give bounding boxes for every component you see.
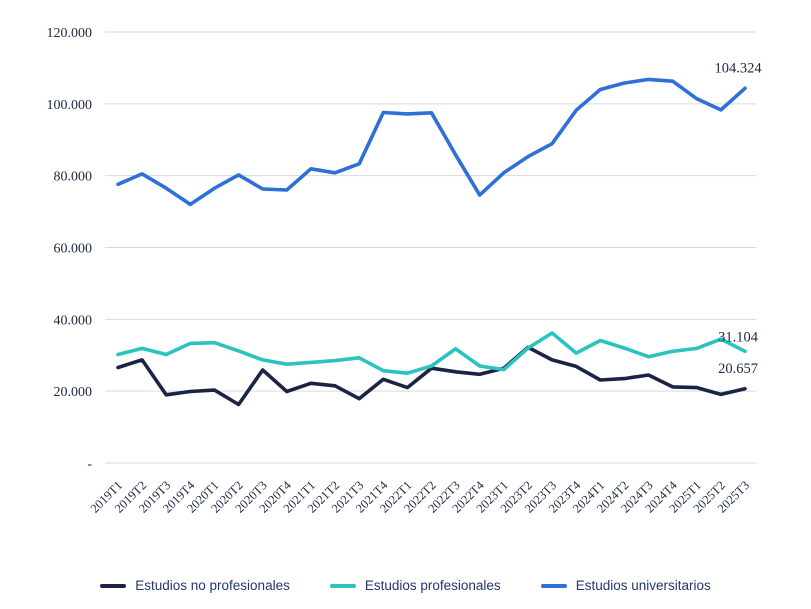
series-line-1 <box>116 331 747 376</box>
legend-swatch-blue <box>540 583 567 588</box>
legend-swatch-teal <box>329 583 356 588</box>
series-end-label: 104.324 <box>714 60 762 76</box>
legend-label: Estudios profesionales <box>364 578 501 593</box>
y-axis-tick-label: 20.000 <box>54 385 93 400</box>
legend-label: Estudios universitarios <box>575 578 711 593</box>
legend-item-estudios-no-profesionales[interactable]: Estudios no profesionales <box>100 578 290 593</box>
legend-label: Estudios no profesionales <box>135 578 290 593</box>
line-chart: - 20.000 40.000 60.000 80.000 100.000 120.000 2… <box>47 26 763 516</box>
y-axis-tick-label: 100.000 <box>47 98 93 113</box>
legend-swatch-navy <box>100 583 127 588</box>
y-axis-tick-label: - <box>87 457 92 472</box>
y-axis-tick-label: 60.000 <box>54 242 93 257</box>
series-line-2 <box>116 77 747 207</box>
y-axis-tick-label: 80.000 <box>54 170 93 185</box>
y-axis-tick-label: 120.000 <box>47 26 93 41</box>
chart-legend: Estudios no profesionales Estudios profe… <box>0 578 811 593</box>
legend-item-estudios-universitarios[interactable]: Estudios universitarios <box>540 578 711 593</box>
y-axis-tick-label: 40.000 <box>54 313 93 328</box>
legend-item-estudios-profesionales[interactable]: Estudios profesionales <box>329 578 501 593</box>
series-line-0 <box>116 345 747 407</box>
series-end-label: 20.657 <box>718 361 758 377</box>
series-end-label: 31.104 <box>718 329 759 345</box>
